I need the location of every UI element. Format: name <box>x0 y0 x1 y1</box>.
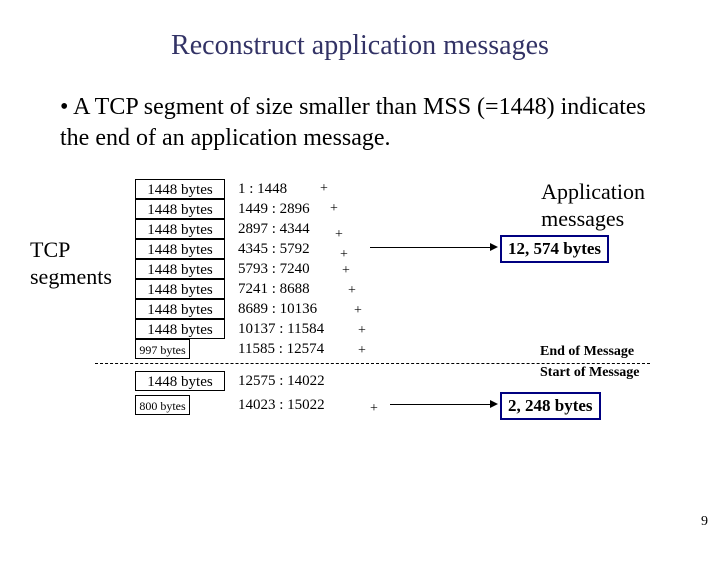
plus-icon: + <box>320 181 328 197</box>
app-label-line2: messages <box>541 206 624 231</box>
segment-box: 1448 bytes <box>135 239 225 259</box>
message-size-box: 2, 248 bytes <box>500 392 601 420</box>
start-of-message-label: Start of Message <box>540 365 640 381</box>
range-text: 2897 : 4344 <box>238 219 325 239</box>
page-number: 9 <box>701 514 708 530</box>
tcp-label-line1: TCP <box>30 237 70 262</box>
bullet-point: A TCP segment of size smaller than MSS (… <box>60 92 660 154</box>
segment-box: 1448 bytes <box>135 179 225 199</box>
message-size-box: 12, 574 bytes <box>500 235 609 263</box>
range-text: 12575 : 14022 <box>238 371 325 391</box>
range-text: 14023 : 15022 <box>238 395 325 415</box>
tcp-segments-label: TCP segments <box>30 237 112 290</box>
plus-icon: + <box>358 323 366 339</box>
segment-box-end: 997 bytes <box>135 339 190 359</box>
range-text: 4345 : 5792 <box>238 239 325 259</box>
segment-box: 1448 bytes <box>135 219 225 239</box>
plus-icon: + <box>330 201 338 217</box>
arrow-line <box>390 404 490 405</box>
plus-icon: + <box>348 283 356 299</box>
plus-icon: + <box>342 263 350 279</box>
segment-box: 1448 bytes <box>135 259 225 279</box>
segments-column: 1448 bytes 1448 bytes 1448 bytes 1448 by… <box>135 179 225 415</box>
arrow-head-icon <box>490 243 498 251</box>
arrow-head-icon <box>490 400 498 408</box>
range-text: 11585 : 12574 <box>238 339 325 359</box>
dashed-separator <box>95 363 650 364</box>
application-messages-label: Application messages <box>541 179 645 232</box>
tcp-label-line2: segments <box>30 264 112 289</box>
plus-icon: + <box>335 227 343 243</box>
plus-icon: + <box>358 343 366 359</box>
plus-icon: + <box>340 247 348 263</box>
diagram-area: TCP segments Application messages 1448 b… <box>0 179 720 479</box>
segment-box: 1448 bytes <box>135 199 225 219</box>
range-text: 1449 : 2896 <box>238 199 325 219</box>
plus-icon: + <box>354 303 362 319</box>
segment-box: 1448 bytes <box>135 371 225 391</box>
range-text: 5793 : 7240 <box>238 259 325 279</box>
range-text: 7241 : 8688 <box>238 279 325 299</box>
plus-icon: + <box>370 401 378 417</box>
end-of-message-label: End of Message <box>540 344 634 360</box>
app-label-line1: Application <box>541 179 645 204</box>
segment-box: 1448 bytes <box>135 319 225 339</box>
range-text: 1 : 1448 <box>238 179 325 199</box>
segment-box-end: 800 bytes <box>135 395 190 415</box>
slide-title: Reconstruct application messages <box>0 30 720 62</box>
range-text: 8689 : 10136 <box>238 299 325 319</box>
ranges-column: 1 : 1448 1449 : 2896 2897 : 4344 4345 : … <box>238 179 325 415</box>
range-text: 10137 : 11584 <box>238 319 325 339</box>
arrow-line <box>370 247 490 248</box>
segment-box: 1448 bytes <box>135 279 225 299</box>
segment-box: 1448 bytes <box>135 299 225 319</box>
